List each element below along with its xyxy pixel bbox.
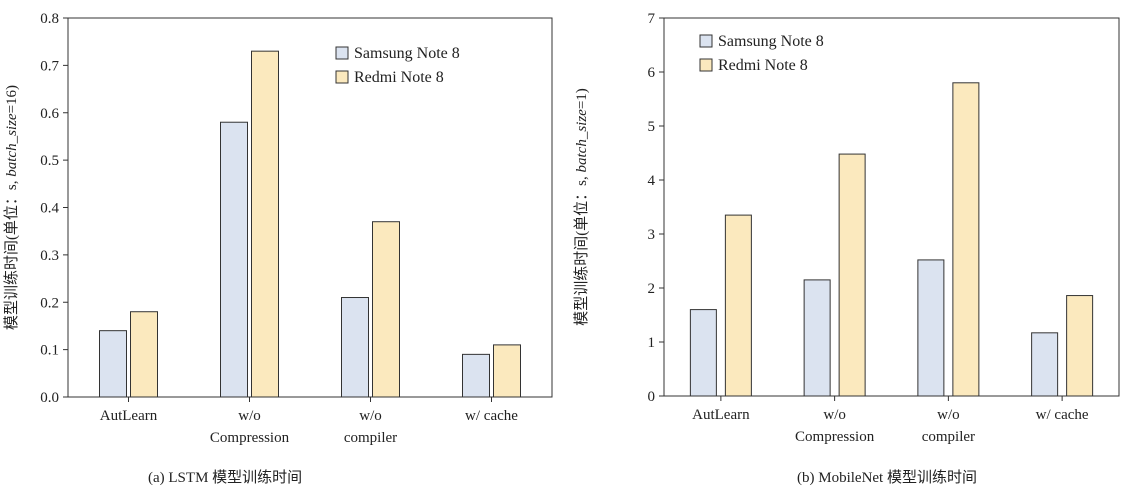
legend-label: Redmi Note 8 — [718, 57, 808, 74]
x-tick-label: w/o — [238, 408, 261, 424]
bar-samsung-note-8 — [689, 309, 717, 397]
x-tick-label: AutLearn — [100, 408, 158, 424]
y-tick-label: 0.8 — [40, 11, 59, 27]
legend-swatch — [699, 34, 713, 48]
chart-b-svg: 0 1 2 3 4 5 6 7 模型训练时间(单位：s, batch_size=1) AutLea… — [573, 11, 1120, 445]
bar-samsung-note-8 — [99, 330, 127, 398]
bar-redmi-note-8 — [251, 50, 279, 398]
chart-a-svg: 0.0 0.1 0.2 0.3 0.4 0.5 0.6 0.7 0.8 模型训练时间(单位：s, … — [3, 11, 553, 446]
x-tick-label: compiler — [344, 430, 397, 446]
x-tick-label: Compression — [795, 429, 875, 445]
y-tick-label: 0.7 — [40, 58, 59, 74]
x-tick-label: w/o — [823, 407, 846, 423]
y-tick-label: 0 — [648, 389, 656, 405]
bar-redmi-note-8 — [130, 311, 158, 398]
legend-label: Redmi Note 8 — [354, 69, 444, 86]
bar-samsung-note-8 — [1031, 332, 1059, 397]
bar-redmi-note-8 — [724, 214, 752, 397]
y-axis-label: 模型训练时间(单位：s, batch_size=1) — [573, 88, 590, 326]
bar-samsung-note-8 — [803, 279, 831, 397]
bar-samsung-note-8 — [917, 259, 945, 397]
x-tick-label: Compression — [210, 430, 290, 446]
legend-label: Samsung Note 8 — [354, 45, 460, 62]
y-tick-label: 6 — [648, 65, 656, 81]
x-tick-label: w/ cache — [1036, 407, 1089, 423]
bar-redmi-note-8 — [952, 82, 980, 397]
bar-redmi-note-8 — [1066, 295, 1094, 397]
legend-swatch — [335, 70, 349, 84]
bar-redmi-note-8 — [372, 221, 400, 398]
x-tick-label: w/o — [359, 408, 382, 424]
y-tick-label: 0.4 — [40, 201, 59, 217]
y-tick-label: 7 — [648, 11, 656, 27]
y-tick-label: 0.6 — [40, 106, 59, 122]
x-tick-label: AutLearn — [692, 407, 750, 423]
caption-b: (b) MobileNet 模型训练时间 — [797, 470, 977, 486]
legend-label: Samsung Note 8 — [718, 33, 824, 50]
y-tick-label: 0.5 — [40, 153, 59, 169]
x-tick-label: w/o — [937, 407, 960, 423]
bar-redmi-note-8 — [493, 344, 521, 398]
y-tick-label: 0.2 — [40, 295, 59, 311]
bar-samsung-note-8 — [341, 297, 369, 398]
legend-swatch — [335, 46, 349, 60]
x-tick-label: compiler — [922, 429, 975, 445]
y-axis-label: 模型训练时间(单位：s, batch_size=16) — [3, 85, 20, 330]
y-tick-label: 1 — [648, 335, 656, 351]
bar-samsung-note-8 — [220, 121, 248, 398]
legend-swatch — [699, 58, 713, 72]
y-tick-label: 0.1 — [40, 343, 59, 359]
bar-samsung-note-8 — [462, 353, 490, 398]
chart-mobilenet-training-time: 0 1 2 3 4 5 6 7 模型训练时间(单位：s, batch_size=1) AutLea… — [562, 0, 1122, 491]
caption-a: (a) LSTM 模型训练时间 — [148, 470, 303, 486]
chart-lstm-training-time: 0.0 0.1 0.2 0.3 0.4 0.5 0.6 0.7 0.8 模型训练时间(单位：s, … — [0, 0, 560, 491]
y-tick-label: 5 — [648, 119, 656, 135]
y-tick-label: 0.3 — [40, 248, 59, 264]
y-tick-label: 4 — [648, 173, 656, 189]
y-tick-label: 3 — [648, 227, 656, 243]
y-tick-label: 0.0 — [40, 390, 59, 406]
x-tick-label: w/ cache — [465, 408, 518, 424]
bar-redmi-note-8 — [838, 153, 866, 397]
y-tick-label: 2 — [648, 281, 656, 297]
plot-frame — [663, 17, 1120, 397]
